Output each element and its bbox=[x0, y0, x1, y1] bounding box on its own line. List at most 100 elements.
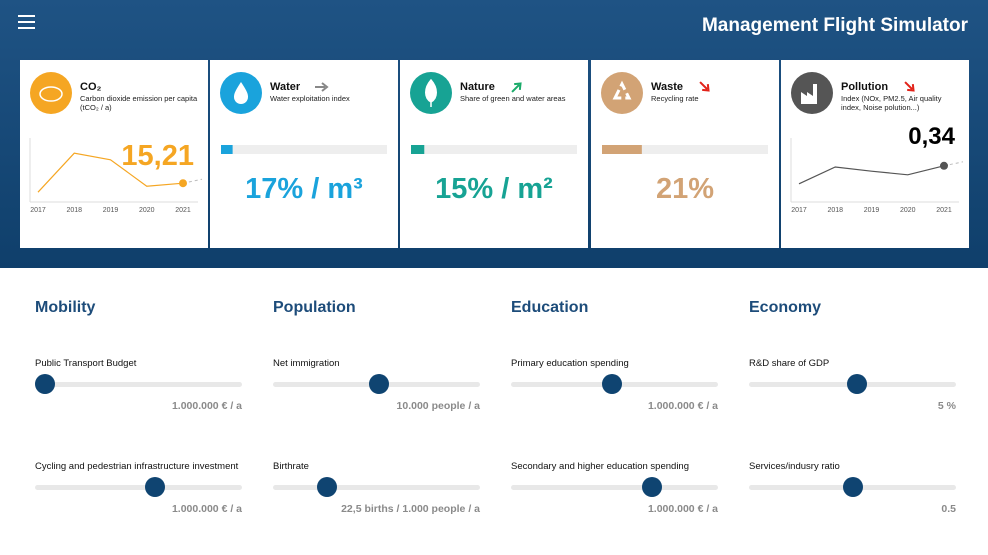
card-icon bbox=[30, 72, 72, 114]
arrow-shape bbox=[699, 81, 710, 92]
kpi-value: 21% bbox=[655, 173, 715, 205]
trend-arrow bbox=[699, 81, 710, 92]
slider-value: 22,5 births / 1.000 people / a bbox=[341, 503, 480, 515]
slider-track[interactable] bbox=[511, 485, 718, 490]
section-title: Education bbox=[511, 299, 589, 316]
slider-value: 0.5 bbox=[941, 503, 956, 515]
year-label: 2020 bbox=[139, 207, 155, 214]
slider-label: R&D share of GDP bbox=[749, 358, 830, 369]
year-label: 2020 bbox=[900, 207, 916, 214]
slider-value: 5 % bbox=[937, 400, 956, 412]
slider-knob[interactable] bbox=[145, 477, 166, 497]
slider-label: Birthrate bbox=[273, 461, 309, 472]
kpi-value: 15% / m² bbox=[435, 173, 553, 205]
icon-glyph bbox=[801, 84, 817, 104]
progress-fill bbox=[411, 145, 425, 154]
card-icon bbox=[601, 72, 643, 114]
slider-track[interactable] bbox=[35, 485, 242, 490]
icon-glyph bbox=[612, 80, 632, 100]
trend-arrow bbox=[315, 82, 329, 92]
year-label: 2021 bbox=[175, 207, 191, 214]
app-title: Management Flight Simulator bbox=[701, 15, 968, 36]
slider-value: 10.000 people / a bbox=[396, 400, 480, 412]
slider-label: Secondary and higher education spending bbox=[511, 461, 689, 472]
menu-button[interactable] bbox=[18, 14, 36, 30]
last-point bbox=[179, 179, 187, 188]
card-subtitle: Carbon dioxide emission per capita (tCO₂… bbox=[80, 94, 198, 112]
card-graphics bbox=[220, 72, 387, 154]
year-label: 2017 bbox=[30, 207, 46, 214]
kpi-card: Water Water exploitation index 17% / m³ bbox=[210, 60, 398, 248]
card-title: Pollution bbox=[841, 81, 915, 93]
slider-label: Primary education spending bbox=[511, 358, 629, 369]
progress-fill bbox=[221, 145, 233, 154]
last-point bbox=[940, 161, 948, 170]
kpi-card: 2017 2018 2019 2020 2021 CO₂ Carbon dioxide em… bbox=[20, 60, 208, 248]
progress-track bbox=[411, 145, 577, 154]
card-title: Waste bbox=[651, 81, 710, 93]
slider-knob[interactable] bbox=[35, 374, 56, 394]
kpi-card: Nature Share of green and water areas 15% … bbox=[400, 60, 588, 248]
trend-arrow bbox=[904, 81, 915, 92]
slider-value: 1.000.000 € / a bbox=[171, 400, 242, 412]
icon-glyph bbox=[39, 86, 63, 102]
trend-arrow bbox=[511, 82, 522, 93]
arrow bbox=[511, 82, 522, 93]
kpi-value: 15,21 bbox=[121, 140, 194, 172]
year-label: 2019 bbox=[864, 207, 880, 214]
card-title: CO₂ bbox=[80, 81, 102, 93]
card-graphics bbox=[601, 72, 768, 154]
progress-fill bbox=[602, 145, 642, 154]
year-label: 2018 bbox=[66, 207, 82, 214]
arrow bbox=[699, 81, 710, 92]
trend-line bbox=[37, 152, 184, 193]
slider-value: 1.000.000 € / a bbox=[647, 503, 718, 515]
arrow-shape bbox=[904, 81, 915, 92]
card-subtitle: Water exploitation index bbox=[270, 94, 350, 103]
card-title: Nature bbox=[460, 81, 522, 93]
slider-value: 1.000.000 € / a bbox=[647, 400, 718, 412]
card-title: Water bbox=[270, 81, 329, 93]
slider-label: Services/indusry ratio bbox=[749, 461, 840, 472]
year-label: 2019 bbox=[103, 207, 119, 214]
card-graphics: 2017 2018 2019 2020 2021 bbox=[29, 72, 203, 214]
arrow-shape bbox=[511, 82, 522, 93]
section-title: Mobility bbox=[35, 299, 96, 316]
slider-track[interactable] bbox=[35, 382, 242, 387]
card-graphics bbox=[410, 72, 577, 154]
card-graphics: 2017 2018 2019 2020 2021 bbox=[790, 72, 964, 214]
kpi-card: Waste Recycling rate 21% bbox=[591, 60, 779, 248]
kpi-card: 2017 2018 2019 2020 2021 Pollution Index (NOx,… bbox=[781, 60, 969, 248]
year-label: 2017 bbox=[791, 207, 807, 214]
icon-glyph bbox=[234, 82, 248, 104]
card-subtitle: Index (NOx, PM2.5, Air quality index, No… bbox=[841, 94, 942, 112]
year-label: 2018 bbox=[827, 207, 843, 214]
slider-knob[interactable] bbox=[368, 374, 389, 394]
icon-glyph bbox=[425, 78, 437, 107]
slider-track[interactable] bbox=[273, 485, 480, 490]
arrow-shape bbox=[315, 82, 329, 92]
slider-label: Net immigration bbox=[273, 358, 340, 369]
slider-knob[interactable] bbox=[842, 477, 863, 497]
section-title: Population bbox=[273, 299, 356, 316]
arrow bbox=[904, 81, 915, 92]
kpi-value: 0,34 bbox=[908, 123, 955, 150]
card-subtitle: Share of green and water areas bbox=[460, 94, 566, 103]
slider-value: 1.000.000 € / a bbox=[171, 503, 242, 515]
slider-knob[interactable] bbox=[316, 477, 337, 497]
kpi-value: 17% / m³ bbox=[245, 173, 363, 205]
section-title: Economy bbox=[749, 299, 822, 316]
slider-knob[interactable] bbox=[641, 477, 662, 497]
progress-track bbox=[602, 145, 768, 154]
slider-label: Public Transport Budget bbox=[35, 358, 137, 369]
card-icon bbox=[791, 72, 833, 114]
slider-knob[interactable] bbox=[602, 374, 623, 394]
trend-line bbox=[798, 165, 945, 185]
year-label: 2021 bbox=[936, 207, 952, 214]
progress-track bbox=[221, 145, 387, 154]
card-subtitle: Recycling rate bbox=[651, 94, 699, 103]
arrow bbox=[315, 82, 329, 92]
slider-label: Cycling and pedestrian infrastructure in… bbox=[35, 461, 239, 472]
slider-knob[interactable] bbox=[846, 374, 867, 394]
